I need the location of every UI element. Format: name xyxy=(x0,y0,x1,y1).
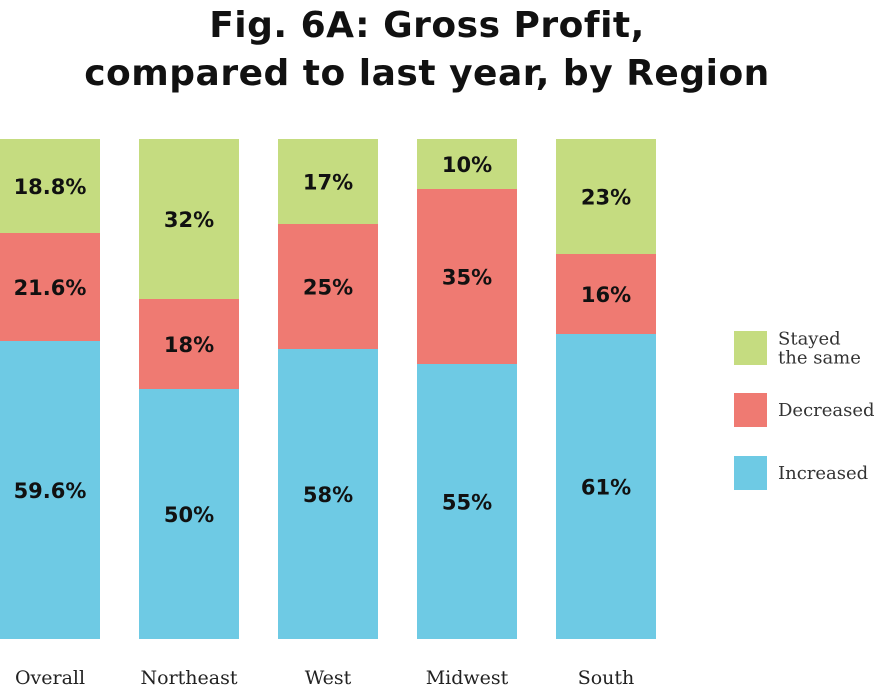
bar-overall-stayed-the-same xyxy=(0,139,100,233)
bar-south-stayed-the-same xyxy=(556,139,656,254)
bar-midwest-decreased xyxy=(417,189,517,364)
legend-label-decreased: Decreased xyxy=(778,400,875,421)
data-label-overall-decreased: 21.6% xyxy=(14,276,87,300)
bar-northeast-increased xyxy=(139,389,239,639)
data-label-overall-stayed-the-same: 18.8% xyxy=(14,175,87,199)
legend-label-increased: Increased xyxy=(778,463,868,484)
data-label-south-increased: 61% xyxy=(581,476,631,500)
chart-title-line-1: Fig. 6A: Gross Profit, xyxy=(209,5,645,46)
data-label-midwest-decreased: 35% xyxy=(442,266,492,290)
data-label-south-stayed-the-same: 23% xyxy=(581,186,631,210)
data-label-west-increased: 58% xyxy=(303,483,353,507)
bar-midwest-stayed-the-same xyxy=(417,139,517,189)
chart-title-line-2: compared to last year, by Region xyxy=(84,53,770,94)
bar-overall-increased xyxy=(0,341,100,639)
data-label-midwest-stayed-the-same: 10% xyxy=(442,153,492,177)
bar-midwest-increased xyxy=(417,364,517,639)
category-label-overall: Overall xyxy=(15,667,85,689)
data-label-west-stayed-the-same: 17% xyxy=(303,171,353,195)
data-label-midwest-increased: 55% xyxy=(442,491,492,515)
legend-label-stayed-the-same-line-1: Stayed xyxy=(778,329,841,350)
bar-west-increased xyxy=(278,349,378,639)
legend-swatch-stayed-the-same xyxy=(734,331,767,365)
bar-south-decreased xyxy=(556,254,656,334)
data-label-south-decreased: 16% xyxy=(581,283,631,307)
category-label-northeast: Northeast xyxy=(141,667,238,689)
legend-label-stayed-the-same-line-2: the same xyxy=(778,348,861,369)
category-label-south: South xyxy=(578,667,635,689)
bar-overall-decreased xyxy=(0,233,100,341)
bar-west-decreased xyxy=(278,224,378,349)
data-label-overall-increased: 59.6% xyxy=(14,479,87,503)
category-label-west: West xyxy=(305,667,352,689)
bar-south-increased xyxy=(556,334,656,639)
bar-northeast-decreased xyxy=(139,299,239,389)
data-label-northeast-decreased: 18% xyxy=(164,333,214,357)
bar-northeast-stayed-the-same xyxy=(139,139,239,299)
data-label-northeast-increased: 50% xyxy=(164,503,214,527)
category-label-midwest: Midwest xyxy=(426,667,509,689)
legend-swatch-decreased xyxy=(734,393,767,427)
data-label-northeast-stayed-the-same: 32% xyxy=(164,208,214,232)
legend-swatch-increased xyxy=(734,456,767,490)
bar-west-stayed-the-same xyxy=(278,139,378,224)
chart-title: Fig. 6A: Gross Profit, compared to last … xyxy=(0,2,854,98)
data-label-west-decreased: 25% xyxy=(303,276,353,300)
